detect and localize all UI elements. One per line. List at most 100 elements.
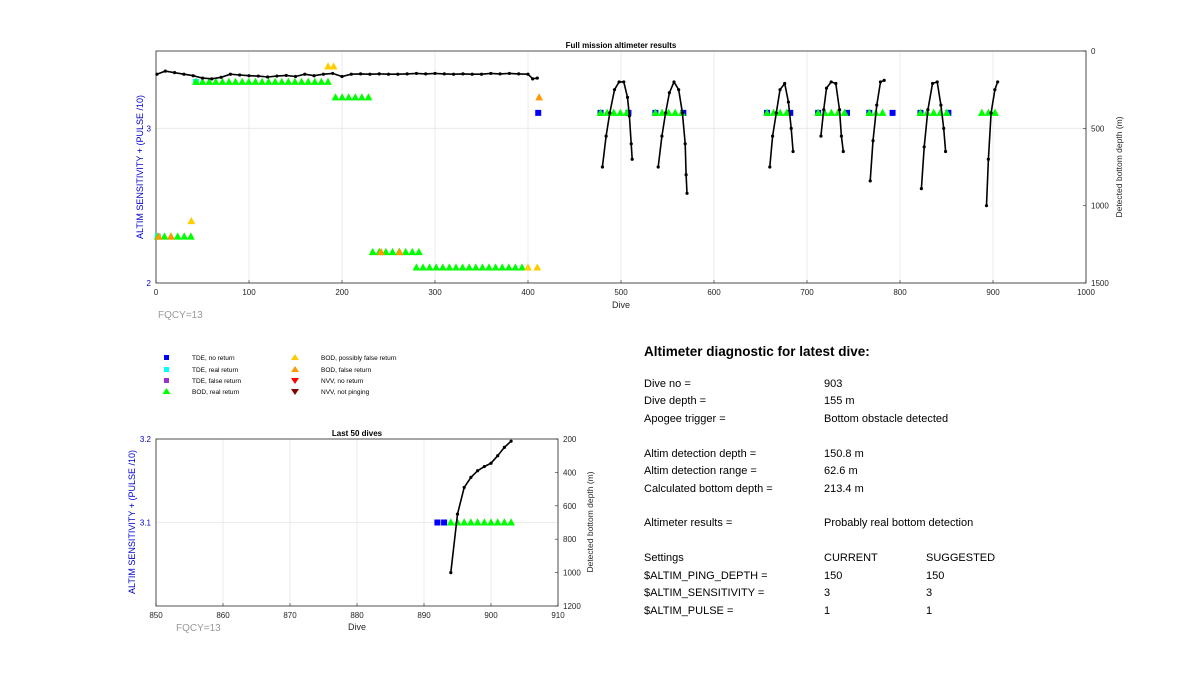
data-marker [419, 263, 427, 271]
depth-point [442, 72, 446, 76]
depth-point [822, 108, 826, 112]
label: Altim detection depth = [644, 448, 757, 460]
label: Dive no = [644, 378, 691, 390]
depth-line [985, 81, 999, 206]
data-marker [324, 77, 332, 85]
data-marker [467, 518, 475, 526]
legend-marker-bod-false-return [291, 366, 299, 372]
depth-point [829, 80, 833, 84]
depth-point [482, 464, 486, 469]
x-tick-label: 300 [428, 288, 442, 297]
y2-tick-label: 1200 [563, 602, 581, 611]
value: 903 [824, 378, 843, 390]
depth-point [386, 72, 391, 76]
data-marker [284, 77, 293, 85]
depth-point [163, 69, 167, 73]
data-marker [329, 62, 338, 70]
depth-point [396, 72, 400, 76]
small-depth-lines [449, 439, 513, 575]
small-y-ticks: 3.1 3.2 [140, 435, 152, 528]
data-marker [507, 518, 515, 526]
row-detection-range: Altim detection range = 62.6 m [644, 465, 1164, 481]
depth-point [875, 103, 879, 107]
label: $ALTIM_SENSITIVITY = [644, 587, 765, 599]
full-mission-chart: Full mission altimeter results 0 100 200 30… [135, 41, 1124, 321]
y2-tick-label: 1000 [563, 569, 581, 578]
small-markers [434, 518, 515, 526]
data-marker [535, 93, 544, 101]
data-marker [878, 108, 887, 116]
depth-point [368, 72, 372, 76]
legend-label: BOD, possibly false return [321, 355, 397, 362]
data-marker [338, 93, 346, 101]
main-markers [153, 62, 999, 271]
data-marker [776, 108, 785, 116]
depth-line [450, 440, 512, 573]
depth-point [878, 80, 883, 84]
legend-label: TDE, no return [192, 355, 235, 362]
data-marker [432, 263, 441, 271]
value: 62.6 m [824, 465, 858, 477]
last-50-dives-chart: Last 50 dives 850 860 870 880 890 900 910 3.13… [127, 429, 595, 634]
row-dive-depth: Dive depth = 155 m [644, 395, 1164, 411]
data-marker [533, 263, 542, 271]
x-tick-label: 500 [614, 288, 628, 297]
depth-point [672, 80, 676, 84]
depth-point [926, 108, 930, 112]
data-marker [763, 108, 771, 116]
data-marker [485, 263, 493, 271]
depth-line [769, 81, 794, 168]
depth-point [173, 71, 177, 75]
depth-point [321, 72, 325, 76]
legend-marker-nvv-no-return [291, 378, 299, 384]
x-tick-label: 0 [154, 288, 159, 297]
depth-point [182, 72, 186, 76]
y2-tick-label: 0 [1091, 47, 1096, 56]
data-marker [225, 77, 233, 85]
main-y2-ticks: 0 500 1000 1500 [1083, 47, 1109, 288]
data-marker [445, 263, 454, 271]
data-marker [473, 518, 482, 526]
data-marker [493, 518, 502, 526]
data-marker [291, 77, 299, 85]
depth-point [868, 179, 872, 183]
depth-point [627, 114, 631, 118]
legend-marker-tde-no-return [164, 355, 169, 360]
depth-point [340, 74, 344, 79]
small-x-ticks: 850 860 870 880 890 900 910 [149, 603, 565, 620]
depth-point [424, 72, 428, 76]
x-tick-label: 900 [484, 611, 498, 620]
depth-point [824, 86, 829, 90]
data-marker [504, 263, 513, 271]
y2-tick-label: 1500 [1091, 279, 1109, 288]
legend-label: TDE, false return [192, 378, 242, 385]
depth-point [452, 72, 456, 76]
label: Altimeter results = [644, 517, 733, 529]
depth-point [834, 81, 838, 86]
data-marker [251, 77, 260, 85]
depth-point [238, 73, 242, 77]
depth-point [774, 111, 778, 115]
depth-point [996, 80, 1000, 84]
x-tick-label: 200 [335, 288, 349, 297]
y2-tick-label: 500 [1091, 124, 1105, 133]
depth-point [919, 187, 923, 191]
y2-tick-label: 1000 [1091, 202, 1109, 211]
depth-point [683, 142, 687, 146]
suggested-header: SUGGESTED [926, 552, 996, 564]
data-marker [186, 232, 195, 240]
depth-point [839, 134, 844, 138]
data-marker [827, 108, 836, 116]
depth-point [608, 111, 612, 115]
depth-point [275, 74, 279, 78]
legend-label: NVV, no return [321, 378, 364, 385]
depth-point [531, 77, 535, 81]
depth-line [657, 80, 688, 194]
suggested-value: 3 [926, 587, 933, 599]
depth-point [778, 88, 782, 92]
data-marker [368, 247, 377, 256]
data-marker [840, 108, 849, 116]
main-fqcy-label: FQCY=13 [158, 310, 203, 321]
data-marker [889, 109, 896, 116]
data-marker [414, 247, 423, 256]
